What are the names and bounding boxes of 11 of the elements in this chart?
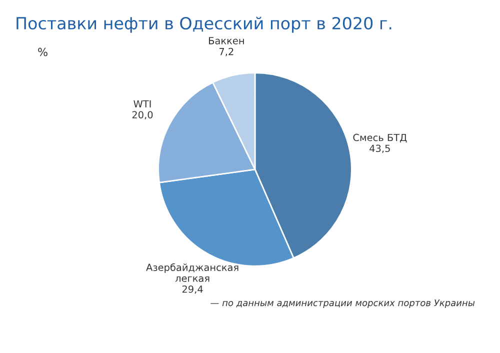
data-label: 7,2 (219, 48, 234, 56)
chart-title: Поставки нефти в Одесский порт в 2020 г. (16, 16, 392, 33)
data-label: 29,4 (182, 285, 203, 294)
slice-label: Смесь БТД (353, 134, 407, 143)
data-label: 43,5 (370, 144, 390, 154)
slice-label: WTI (134, 100, 151, 108)
text: — по данным администрации морских портов Украины (210, 299, 475, 308)
text: % (38, 48, 48, 56)
slice-label: Баккен (209, 37, 244, 44)
slice-label: Азербайджанская легкая (146, 263, 238, 282)
data-label: 20,0 (132, 111, 153, 120)
